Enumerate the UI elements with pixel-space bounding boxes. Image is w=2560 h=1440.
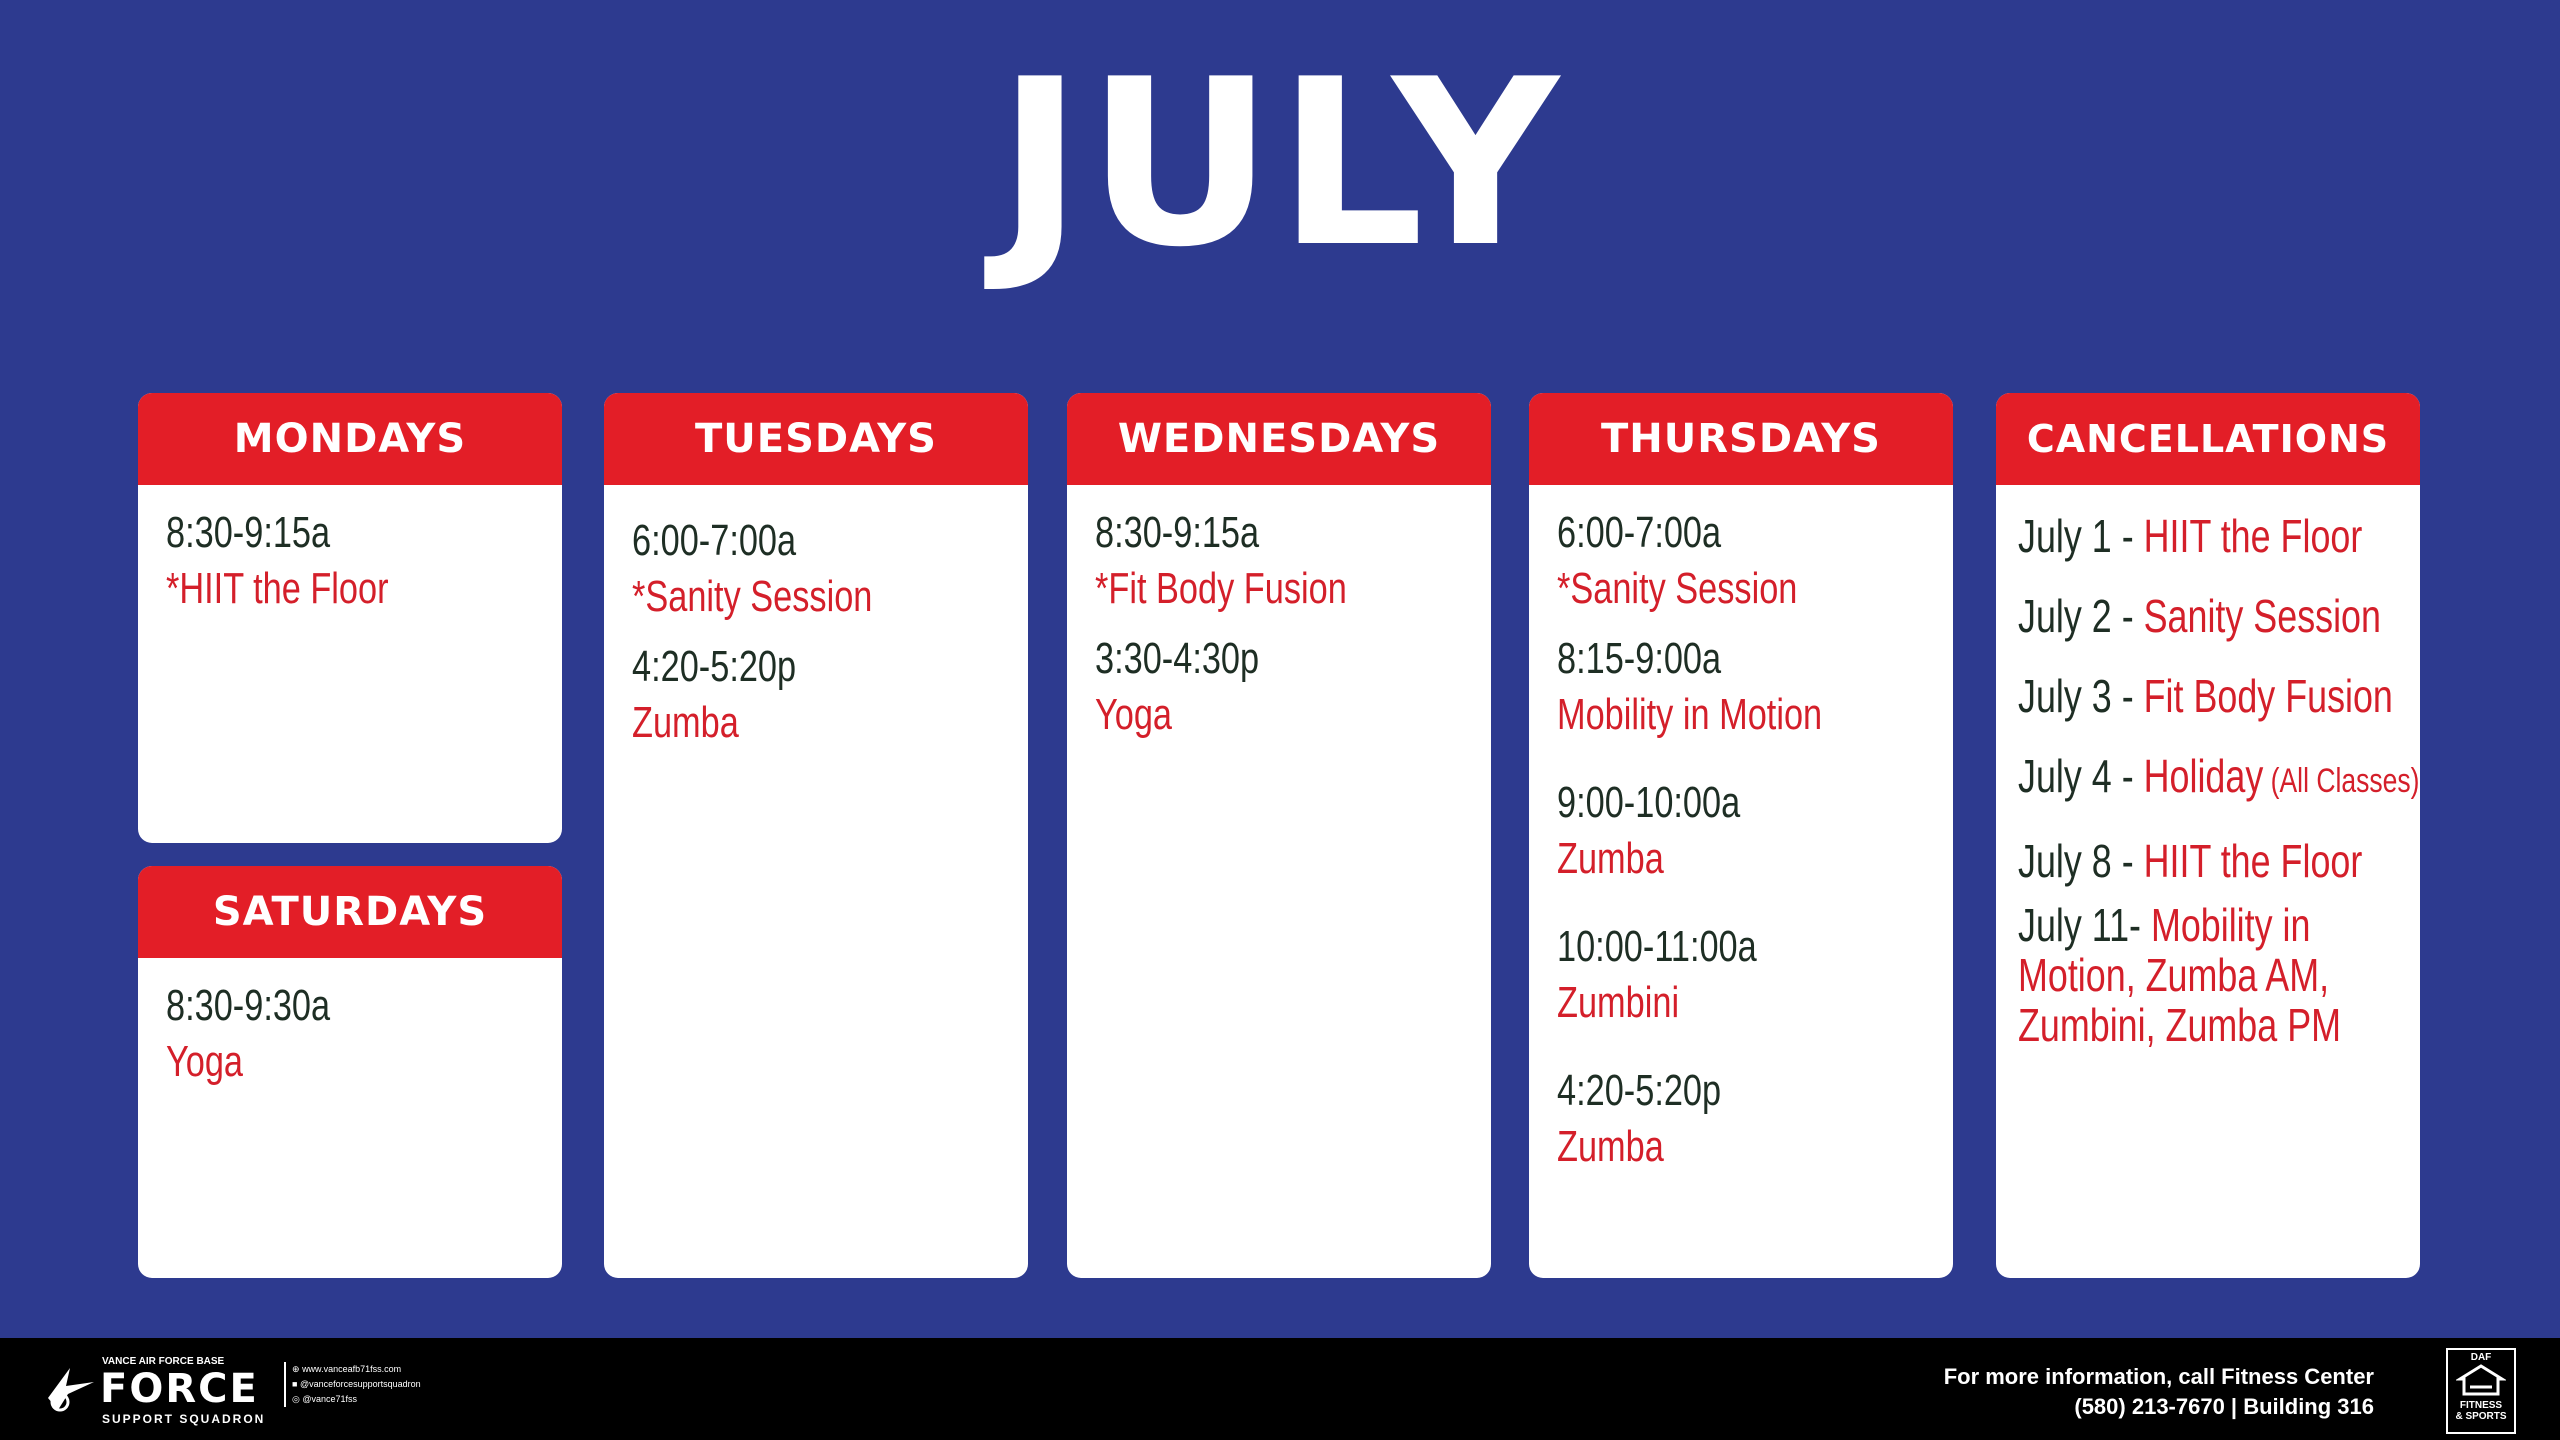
- wednesdays-card: WEDNESDAYS 8:30-9:15a *Fit Body Fusion 3…: [1067, 393, 1491, 1278]
- force-wordmark: FORCE: [100, 1366, 259, 1412]
- slot-time: 10:00-11:00a: [1557, 922, 1757, 971]
- cancellation-class-line: Zumbini, Zumba PM: [2018, 999, 2342, 1051]
- schedule-slot: 10:00-11:00a Zumbini: [1557, 919, 1953, 1031]
- thursdays-card: THURSDAYS 6:00-7:00a *Sanity Session 8:1…: [1529, 393, 1953, 1278]
- slot-class: Mobility in Motion: [1557, 690, 1823, 739]
- daf-fitness: FITNESS: [2459, 1400, 2503, 1411]
- cancellation-class-line: Motion, Zumba AM,: [2018, 949, 2330, 1001]
- cancellations-card: CANCELLATIONS July 1 - HIIT the Floor Ju…: [1996, 393, 2420, 1278]
- cancellation-class: Fit Body Fusion: [2143, 670, 2393, 722]
- slot-class: Yoga: [166, 1037, 244, 1086]
- social-links: ⊕ www.vanceafb71fss.com ■ @vanceforcesup…: [284, 1362, 421, 1407]
- info-line-1: For more information, call Fitness Cente…: [1943, 1364, 2374, 1389]
- jet-icon: [48, 1368, 94, 1412]
- cancellation-date: July 8 -: [2018, 835, 2144, 887]
- instagram-link[interactable]: ◎ @vance71fss: [292, 1392, 421, 1407]
- cancellation-note: (All Classes): [2263, 762, 2420, 800]
- slot-class: Zumba: [1557, 1122, 1664, 1171]
- slot-class: *Sanity Session: [632, 572, 873, 621]
- cancellation-date: July 3 -: [2018, 670, 2144, 722]
- slot-time: 6:00-7:00a: [1557, 508, 1722, 557]
- slot-class: Yoga: [1095, 690, 1173, 739]
- slot-class: *Sanity Session: [1557, 564, 1798, 613]
- slot-time: 3:30-4:30p: [1095, 634, 1260, 683]
- cancellation-item: July 8 - HIIT the Floor: [2018, 832, 2362, 890]
- cancellation-item: July 2 - Sanity Session: [2018, 587, 2381, 645]
- force-support-logo: VANCE AIR FORCE BASE FORCE SUPPORT SQUAD…: [44, 1356, 284, 1426]
- cancellation-class: HIIT the Floor: [2143, 835, 2363, 887]
- cancellation-class: Mobility in: [2150, 899, 2311, 951]
- cancellation-item: July 4 - Holiday (All Classes): [2018, 747, 2419, 810]
- slot-class: Zumba: [632, 698, 739, 747]
- cancellation-item: July 1 - HIIT the Floor: [2018, 507, 2362, 565]
- thursdays-header: THURSDAYS: [1529, 393, 1953, 485]
- slot-class: *HIIT the Floor: [166, 564, 389, 613]
- cancellation-class: Sanity Session: [2143, 590, 2381, 642]
- globe-icon: ⊕: [292, 1364, 300, 1374]
- cancellations-header: CANCELLATIONS: [1996, 393, 2420, 485]
- cancellation-date: July 4 -: [2018, 750, 2144, 802]
- cancellation-item-multi: July 11- Mobility in: [2018, 900, 2332, 950]
- instagram-text: @vance71fss: [302, 1394, 358, 1404]
- schedule-slot: 4:20-5:20p Zumba: [632, 639, 1028, 751]
- mondays-header: MONDAYS: [138, 393, 562, 485]
- saturdays-card: SATURDAYS 8:30-9:30a Yoga: [138, 866, 562, 1278]
- footer-bar: VANCE AIR FORCE BASE FORCE SUPPORT SQUAD…: [0, 1338, 2560, 1440]
- slot-time: 6:00-7:00a: [632, 516, 797, 565]
- tuesdays-card: TUESDAYS 6:00-7:00a *Sanity Session 4:20…: [604, 393, 1028, 1278]
- contact-info: For more information, call Fitness Cente…: [1944, 1362, 2374, 1422]
- cancellation-date: July 11-: [2018, 899, 2151, 951]
- slot-class: Zumba: [1557, 834, 1664, 883]
- slot-time: 8:15-9:00a: [1557, 634, 1722, 683]
- cancellation-date: July 1 -: [2018, 510, 2144, 562]
- schedule-slot: 8:30-9:30a Yoga: [166, 978, 562, 1090]
- facebook-text: @vanceforcesupportsquadron: [299, 1379, 421, 1389]
- wednesdays-header: WEDNESDAYS: [1067, 393, 1491, 485]
- schedule-slot: 8:30-9:15a *Fit Body Fusion: [1095, 505, 1491, 617]
- schedule-slot: 3:30-4:30p Yoga: [1095, 631, 1491, 743]
- house-icon: [2454, 1364, 2508, 1396]
- slot-time: 8:30-9:15a: [166, 508, 331, 557]
- schedule-slot: 8:15-9:00a Mobility in Motion: [1557, 631, 1953, 743]
- schedule-slot: 4:20-5:20p Zumba: [1557, 1063, 1953, 1175]
- facebook-link[interactable]: ■ @vanceforcesupportsquadron: [292, 1377, 421, 1392]
- daf-label: DAF: [2470, 1352, 2492, 1363]
- tuesdays-header: TUESDAYS: [604, 393, 1028, 485]
- website-link[interactable]: ⊕ www.vanceafb71fss.com: [292, 1362, 421, 1377]
- instagram-icon: ◎: [292, 1394, 300, 1404]
- cancellation-item: July 3 - Fit Body Fusion: [2018, 667, 2393, 725]
- squadron-name: SUPPORT SQUADRON: [102, 1412, 266, 1426]
- facebook-icon: ■: [292, 1379, 298, 1389]
- slot-class: *Fit Body Fusion: [1095, 564, 1347, 613]
- website-text: www.vanceafb71fss.com: [302, 1364, 402, 1374]
- schedule-slot: 9:00-10:00a Zumba: [1557, 775, 1953, 887]
- daf-sports: & SPORTS: [2455, 1411, 2507, 1422]
- cancellation-date: July 2 -: [2018, 590, 2144, 642]
- saturdays-header: SATURDAYS: [138, 866, 562, 958]
- schedule-slot: 8:30-9:15a *HIIT the Floor: [166, 505, 562, 617]
- slot-time: 4:20-5:20p: [1557, 1066, 1722, 1115]
- cancellation-class: HIIT the Floor: [2143, 510, 2363, 562]
- slot-time: 8:30-9:30a: [166, 981, 331, 1030]
- mondays-card: MONDAYS 8:30-9:15a *HIIT the Floor: [138, 393, 562, 843]
- info-line-2: (580) 213-7670 | Building 316: [2074, 1394, 2374, 1419]
- month-title: JULY: [997, 31, 1563, 298]
- slot-time: 8:30-9:15a: [1095, 508, 1260, 557]
- schedule-slot: 6:00-7:00a *Sanity Session: [1557, 505, 1953, 617]
- daf-fitness-logo: DAF FITNESS & SPORTS: [2446, 1348, 2516, 1434]
- schedule-slot: 6:00-7:00a *Sanity Session: [632, 513, 1028, 625]
- slot-time: 9:00-10:00a: [1557, 778, 1741, 827]
- base-name: VANCE AIR FORCE BASE: [102, 1356, 225, 1367]
- cancellation-class: Holiday: [2143, 750, 2264, 802]
- slot-class: Zumbini: [1557, 978, 1680, 1027]
- slot-time: 4:20-5:20p: [632, 642, 797, 691]
